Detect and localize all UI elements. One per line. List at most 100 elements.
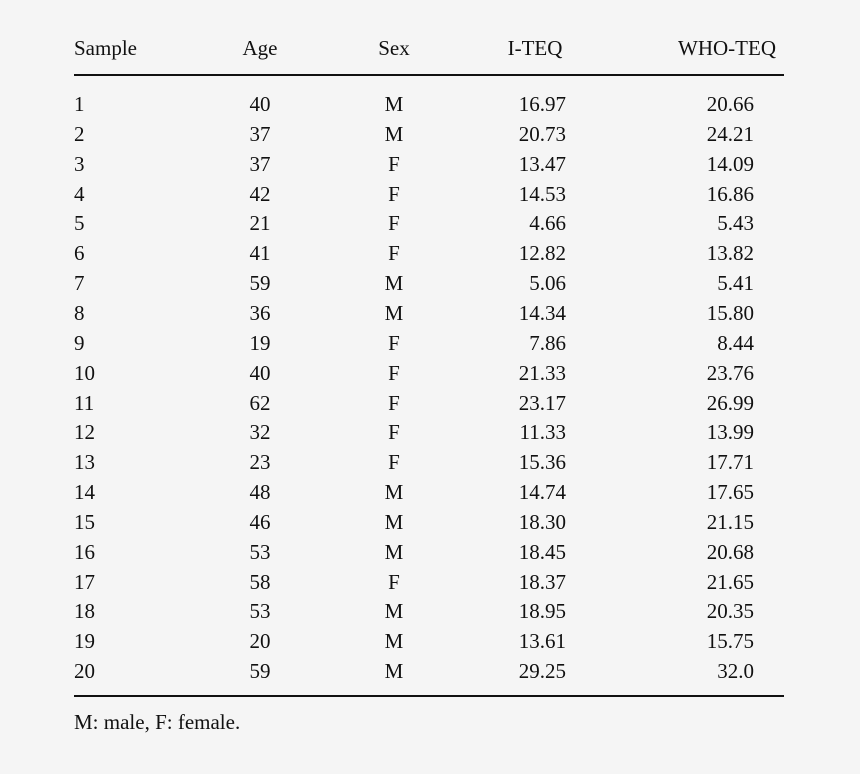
- table-cell: 8.44: [717, 330, 754, 355]
- table-cell: F: [388, 151, 400, 176]
- table-cell: 23.76: [706, 360, 754, 385]
- table-cell: 7.86: [529, 330, 566, 355]
- table-cell: 5.43: [717, 211, 754, 236]
- table-cell: 62: [249, 390, 271, 415]
- table-cell: M: [384, 300, 404, 325]
- column-header: Sex: [378, 36, 410, 60]
- table-cell: 18: [74, 599, 95, 624]
- top-rule: [74, 74, 784, 76]
- table-cell: F: [388, 450, 400, 475]
- table-cell: 20.73: [518, 121, 566, 146]
- table-cell: 18.30: [518, 509, 566, 534]
- table-cell: 20.35: [706, 599, 754, 624]
- table-cell: 16.97: [518, 92, 566, 116]
- table-cell: 48: [249, 480, 271, 505]
- table-cell: 17: [74, 569, 95, 594]
- table-cell: F: [388, 420, 400, 445]
- table-cell: 2: [74, 121, 85, 146]
- table-cell: 12: [74, 420, 95, 445]
- table-cell: 11: [74, 390, 95, 415]
- table-cell: 32.0: [717, 659, 754, 684]
- table-cell: 46: [249, 509, 271, 534]
- table-cell: F: [388, 360, 400, 385]
- table-cell: 20.66: [706, 92, 754, 116]
- table-cell: 40: [249, 360, 271, 385]
- table-cell: 59: [249, 659, 271, 684]
- table-cell: 26.99: [706, 390, 754, 415]
- table-cell: 13.61: [518, 629, 566, 654]
- table-cell: 13.47: [518, 151, 566, 176]
- table-cell: 14.74: [518, 480, 566, 505]
- table-cell: M: [384, 480, 404, 505]
- table-cell: 59: [249, 271, 271, 296]
- table-cell: 53: [249, 599, 271, 624]
- table-cell: 13.99: [706, 420, 754, 445]
- table-cell: 21.15: [706, 509, 754, 534]
- table-cell: 3: [74, 151, 85, 176]
- table-cell: 17.65: [706, 480, 754, 505]
- table-cell: 15.36: [518, 450, 566, 475]
- table-cell: 20.68: [706, 539, 754, 564]
- table-cell: M: [384, 629, 404, 654]
- table-cell: 5.41: [717, 271, 754, 296]
- table-cell: F: [388, 390, 400, 415]
- table-cell: 15.75: [706, 629, 754, 654]
- table-cell: 53: [249, 539, 271, 564]
- table-cell: 14.53: [518, 181, 566, 206]
- table-cell: 42: [249, 181, 271, 206]
- table-cell: M: [384, 659, 404, 684]
- column-header: Sample: [74, 36, 137, 60]
- table-cell: M: [384, 121, 404, 146]
- table-cell: 23.17: [518, 390, 566, 415]
- table-cell: 18.45: [518, 539, 566, 564]
- table-cell: F: [388, 569, 400, 594]
- table-cell: 15: [74, 509, 95, 534]
- table-cell: 21.65: [706, 569, 754, 594]
- table-cell: 7: [74, 271, 85, 296]
- table-cell: 29.25: [518, 659, 566, 684]
- table-cell: 4.66: [529, 211, 566, 236]
- table-cell: 10: [74, 360, 95, 385]
- table-cell: 36: [249, 300, 271, 325]
- column-header: I-TEQ: [507, 36, 563, 60]
- table-cell: 32: [249, 420, 271, 445]
- table-cell: 13.82: [706, 241, 754, 266]
- table-cell: 15.80: [706, 300, 754, 325]
- table-cell: M: [384, 599, 404, 624]
- table-cell: 14: [74, 480, 95, 505]
- table-cell: 14.09: [706, 151, 754, 176]
- table-cell: 19: [249, 330, 271, 355]
- table-cell: 4: [74, 181, 85, 206]
- bottom-rule: [74, 695, 784, 697]
- table-cell: 18.95: [518, 599, 566, 624]
- table-cell: F: [388, 241, 400, 266]
- table-cell: M: [384, 539, 404, 564]
- table-cell: 21: [249, 211, 271, 236]
- table-cell: 40: [249, 92, 271, 116]
- table-cell: 58: [249, 569, 271, 594]
- column-header: WHO-TEQ: [678, 36, 776, 60]
- table-cell: 1: [74, 92, 85, 116]
- table-cell: 41: [249, 241, 271, 266]
- table-cell: 37: [249, 151, 271, 176]
- footnote: M: male, F: female.: [74, 710, 241, 734]
- table-cell: F: [388, 181, 400, 206]
- table-cell: 24.21: [706, 121, 754, 146]
- table-cell: M: [384, 92, 404, 116]
- table-cell: 21.33: [518, 360, 566, 385]
- table-cell: 20: [249, 629, 271, 654]
- table-cell: 19: [74, 629, 95, 654]
- table-cell: 13: [74, 450, 95, 475]
- table-cell: 20: [74, 659, 95, 684]
- table-cell: F: [388, 211, 400, 236]
- table-cell: 11.33: [519, 420, 566, 445]
- table-cell: 5: [74, 211, 85, 236]
- table-cell: 6: [74, 241, 85, 266]
- table-cell: M: [384, 509, 404, 534]
- table-cell: 18.37: [518, 569, 566, 594]
- table-cell: 12.82: [518, 241, 566, 266]
- table-cell: F: [388, 330, 400, 355]
- table-cell: 14.34: [518, 300, 566, 325]
- table-cell: 17.71: [706, 450, 754, 475]
